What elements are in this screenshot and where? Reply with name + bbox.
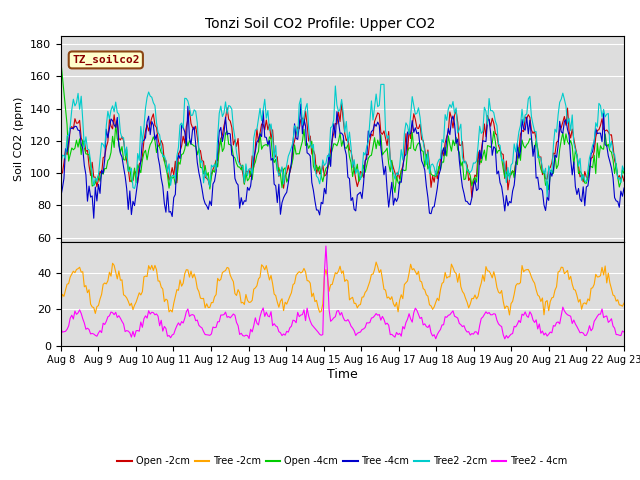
Legend: Open -2cm, Tree -2cm, Open -4cm, Tree -4cm, Tree2 -2cm, Tree2 - 4cm: Open -2cm, Tree -2cm, Open -4cm, Tree -4…	[113, 453, 572, 470]
Tree2 - 4cm	[620, 329, 628, 335]
Open -2cm	[303, 121, 311, 127]
Tree2 -2cm	[620, 168, 628, 173]
Open -4cm	[391, 190, 399, 195]
Tree2 -2cm	[57, 162, 65, 168]
Tree2 -2cm	[126, 168, 134, 174]
Tree2 -2cm	[592, 120, 600, 126]
Tree -4cm	[57, 194, 65, 200]
Open -2cm	[338, 100, 346, 106]
Tree2 - 4cm	[303, 305, 311, 311]
Open -4cm	[620, 170, 628, 176]
Open -4cm	[126, 164, 134, 170]
Text: Tonzi Soil CO2 Profile: Upper CO2: Tonzi Soil CO2 Profile: Upper CO2	[205, 17, 435, 31]
X-axis label: Time: Time	[327, 368, 358, 381]
Open -4cm	[590, 152, 598, 158]
Tree2 - 4cm	[225, 313, 232, 319]
Line: Open -2cm: Open -2cm	[61, 103, 624, 197]
Tree -4cm	[90, 216, 97, 221]
Tree2 - 4cm	[244, 333, 252, 338]
Text: TZ_soilco2: TZ_soilco2	[72, 55, 140, 65]
Open -4cm	[253, 152, 260, 158]
Tree2 - 4cm	[592, 316, 600, 322]
Tree -4cm	[592, 126, 600, 132]
Tree -4cm	[245, 188, 253, 193]
Tree -2cm	[372, 259, 380, 265]
Open -4cm	[57, 57, 65, 63]
Tree2 - 4cm	[501, 336, 509, 342]
Tree2 -2cm	[543, 194, 551, 200]
Open -2cm	[225, 116, 232, 122]
Open -2cm	[253, 126, 260, 132]
Open -2cm	[126, 179, 134, 184]
Line: Tree -4cm: Tree -4cm	[61, 104, 624, 218]
Open -2cm	[592, 134, 600, 140]
Tree -4cm	[620, 185, 628, 191]
Line: Tree2 -2cm: Tree2 -2cm	[61, 84, 624, 197]
Open -2cm	[57, 170, 65, 176]
Open -4cm	[225, 142, 232, 147]
Open -2cm	[244, 169, 252, 175]
Tree -4cm	[127, 212, 135, 217]
Tree2 - 4cm	[322, 243, 330, 249]
Tree -4cm	[297, 101, 305, 107]
Tree -2cm	[225, 265, 232, 271]
Tree2 -2cm	[377, 82, 385, 87]
Tree -2cm	[620, 300, 628, 306]
Tree2 - 4cm	[126, 330, 134, 336]
Tree -2cm	[57, 298, 65, 304]
Tree2 - 4cm	[253, 320, 260, 326]
Tree -2cm	[506, 312, 513, 318]
Tree2 - 4cm	[57, 325, 65, 331]
Tree2 -2cm	[253, 126, 260, 132]
Open -2cm	[468, 194, 476, 200]
Open -2cm	[620, 179, 628, 184]
Tree -4cm	[255, 137, 262, 143]
Y-axis label: Soil CO2 (ppm): Soil CO2 (ppm)	[14, 97, 24, 181]
Tree -2cm	[244, 298, 252, 303]
Tree -2cm	[253, 283, 260, 288]
Tree2 -2cm	[303, 101, 311, 107]
Tree2 -2cm	[244, 173, 252, 179]
Tree -2cm	[592, 271, 600, 277]
Tree -4cm	[307, 153, 314, 159]
Line: Open -4cm: Open -4cm	[61, 60, 624, 192]
Line: Tree -2cm: Tree -2cm	[61, 262, 624, 315]
Tree -4cm	[227, 131, 234, 137]
Tree -2cm	[303, 278, 311, 284]
Open -4cm	[303, 141, 311, 146]
Open -4cm	[244, 178, 252, 184]
Line: Tree2 - 4cm: Tree2 - 4cm	[61, 246, 624, 339]
Tree2 -2cm	[225, 103, 232, 108]
Tree -2cm	[126, 303, 134, 309]
